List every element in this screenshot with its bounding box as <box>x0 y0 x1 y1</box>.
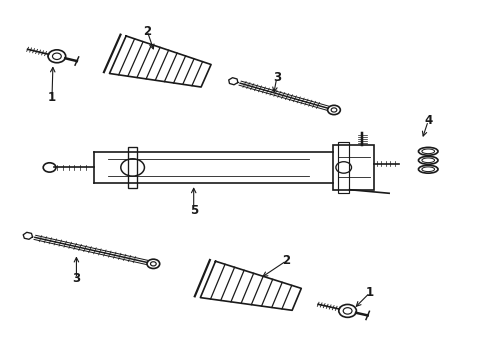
Bar <box>333 145 374 190</box>
Text: 2: 2 <box>143 25 151 38</box>
Text: 5: 5 <box>190 204 198 217</box>
Text: 4: 4 <box>424 114 432 127</box>
Text: 2: 2 <box>282 254 291 267</box>
Text: 3: 3 <box>273 71 281 84</box>
Bar <box>128 147 137 188</box>
Bar <box>338 141 348 193</box>
Text: 3: 3 <box>73 272 80 285</box>
Text: 1: 1 <box>48 91 56 104</box>
Text: 1: 1 <box>366 287 374 300</box>
